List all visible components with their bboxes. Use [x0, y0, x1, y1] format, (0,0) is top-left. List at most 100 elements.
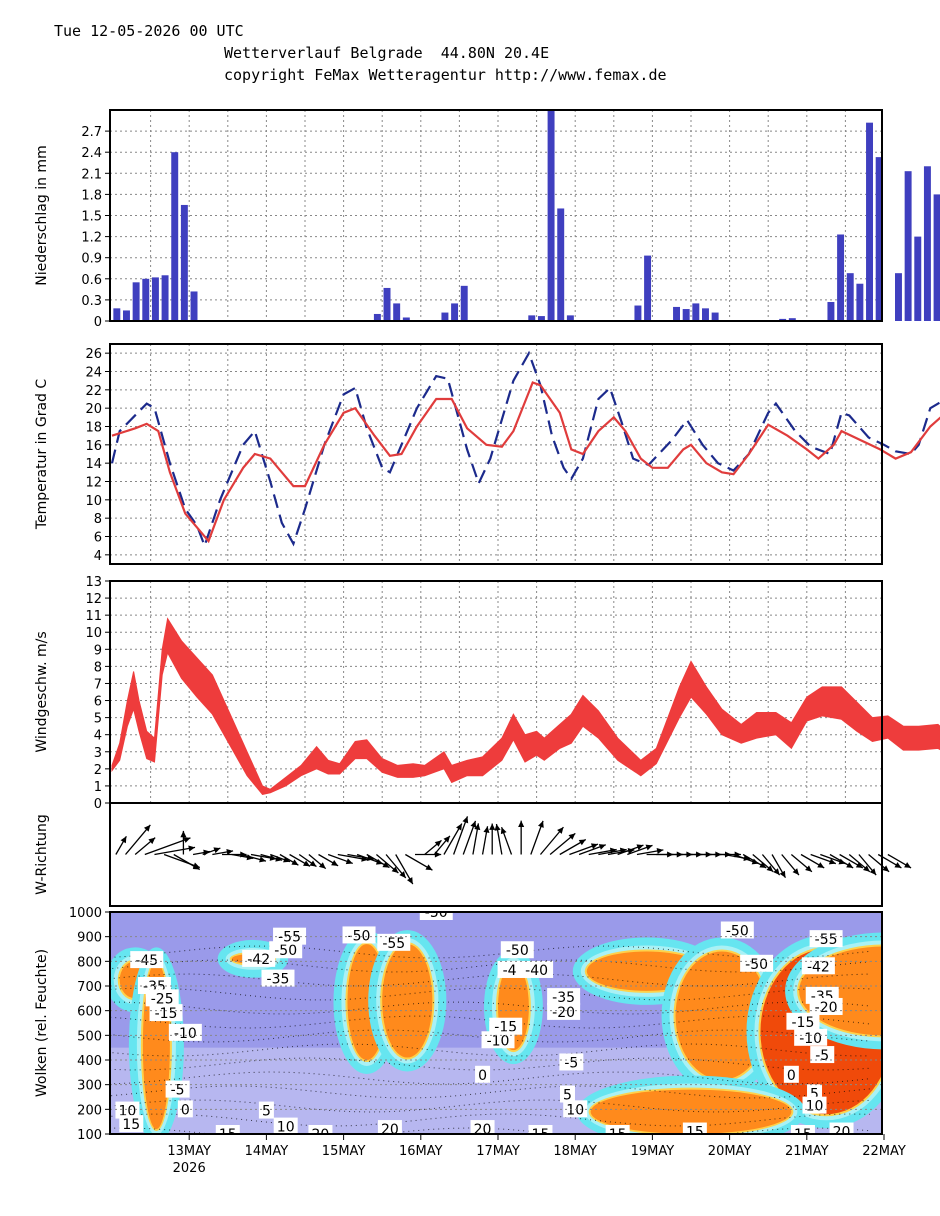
- wind-arrow-head: [759, 862, 767, 868]
- y-tick-label: 14: [85, 457, 102, 472]
- isotherm: [110, 1015, 871, 1029]
- isotherm-label: 10: [277, 1120, 295, 1136]
- isotherm-label: 20: [312, 1127, 330, 1143]
- isotherm-label: 15: [532, 1127, 550, 1143]
- y-tick-label: 20: [85, 402, 102, 417]
- isotherm-label-bg: [790, 1125, 815, 1134]
- isotherm: [110, 945, 871, 959]
- isotherm-label-bg: [475, 1065, 491, 1083]
- isotherm-label: -50: [274, 943, 297, 959]
- x-tick-label: 22MAY: [862, 1144, 906, 1159]
- isotherm-label-bg: [720, 921, 754, 939]
- isotherm-label: -25: [151, 991, 174, 1007]
- isotherm-label-bg: [783, 1065, 799, 1083]
- isotherm-label: 10: [566, 1102, 584, 1118]
- isotherm-label: 0: [787, 1068, 796, 1084]
- wind-arrow: [154, 846, 196, 856]
- x-tick-label: 21MAY: [785, 1144, 829, 1159]
- precip-bar: [393, 303, 401, 321]
- isotherm-label-bg: [740, 954, 774, 972]
- isotherm-label: -4: [503, 963, 517, 979]
- wind-arrow-head: [904, 862, 912, 868]
- y-tick-label: 600: [77, 1005, 102, 1020]
- x-tick-label: 14MAY: [245, 1144, 289, 1159]
- isotherm-label-bg: [342, 926, 376, 944]
- y-tick-label: 700: [77, 980, 102, 995]
- y-tick-label: 16: [85, 439, 102, 454]
- wind-arrow-head: [434, 840, 442, 847]
- isotherm-label: -10: [174, 1026, 197, 1042]
- year-label: 2026: [173, 1161, 206, 1176]
- isotherm-label-bg: [145, 989, 179, 1007]
- isotherm-label: 15: [686, 1125, 704, 1141]
- wind-arrow-head: [391, 866, 399, 873]
- isotherm-label-bg: [419, 912, 453, 920]
- isotherm-label: -5: [564, 1055, 578, 1071]
- panel-frame: [109, 343, 883, 565]
- wind-arrow-head: [598, 844, 606, 850]
- isotherm-label-bg: [528, 1125, 553, 1134]
- wind-arrow-head: [557, 827, 564, 834]
- wind-arrow-head: [443, 835, 450, 843]
- y-tick-label: 1.5: [81, 210, 102, 225]
- isotherm-label: -35: [267, 972, 290, 988]
- y-tick-label: 18: [85, 421, 102, 436]
- isotherm-label: -5: [815, 1048, 829, 1064]
- cloud-field: -45 -42-50-35-55 -50 -55 -50-4 -40-35-20-15-1…: [110, 912, 882, 1143]
- wind-arrow-head: [805, 865, 812, 872]
- wind-arrow-head: [180, 830, 187, 838]
- wind-arrow-head: [766, 865, 774, 872]
- y-tick-label: 0: [94, 797, 102, 812]
- isotherm-label: -35: [552, 990, 575, 1006]
- isotherm-label: -10: [799, 1031, 822, 1047]
- y-tick-label: 13: [85, 575, 102, 590]
- isotherm-label-bg: [520, 960, 554, 978]
- y-tick-label: 1.2: [81, 231, 102, 246]
- precip-bar: [151, 277, 159, 321]
- x-tick-label: 18MAY: [553, 1144, 597, 1159]
- isotherm: [110, 1099, 871, 1113]
- y-tick-label: 1000: [69, 906, 102, 921]
- wind-arrow: [163, 853, 201, 869]
- isotherm-label-bg: [559, 1085, 575, 1103]
- y-axis-label-5: Wolken (rel. Feuchte): [34, 949, 50, 1097]
- wind-arrow-head: [894, 862, 902, 868]
- wind-arrow-head: [456, 823, 462, 831]
- precip-bar: [904, 171, 912, 321]
- wind-arrow-head: [291, 859, 299, 866]
- x-tick-label: 19MAY: [631, 1144, 675, 1159]
- wind-arrow-head: [645, 844, 653, 851]
- isotherm-label-bg: [168, 1023, 202, 1041]
- wind-arrow-head: [331, 860, 339, 866]
- y-tick-label: 8: [94, 660, 102, 675]
- wind-arrow-head: [636, 844, 644, 851]
- x-tick-label: 13MAY: [167, 1144, 211, 1159]
- wind-arrow: [125, 824, 151, 855]
- isotherm-label-bg: [559, 1053, 584, 1071]
- isotherm-label: -20: [552, 1005, 575, 1021]
- isotherm-label-bg: [794, 1028, 828, 1046]
- isotherm-label: 15: [122, 1117, 140, 1133]
- wind-arrow-head: [303, 860, 310, 867]
- wind-arrow-head: [226, 848, 234, 855]
- isotherm-label: 15: [609, 1127, 627, 1143]
- precip-bar: [933, 194, 940, 321]
- y-tick-label: 100: [77, 1128, 102, 1143]
- precip-bar: [528, 315, 536, 321]
- precip-bar: [702, 308, 709, 321]
- wind-arrow-head: [489, 823, 496, 830]
- cloud-region: [590, 1089, 792, 1134]
- isotherm-label-bg: [470, 1120, 495, 1134]
- wind-arrow-head: [183, 837, 191, 843]
- y-tick-label: 24: [85, 366, 102, 381]
- wind-arrow-head: [470, 820, 477, 828]
- isotherm-label-bg: [605, 1125, 630, 1134]
- panel-frame: [109, 802, 883, 907]
- isotherm-label: 5: [262, 1104, 271, 1120]
- date-line: Tue 12-05-2026 00 UTC: [54, 22, 244, 40]
- precip-bar: [402, 317, 410, 321]
- y-tick-label: 0.6: [81, 273, 102, 288]
- temperature-line-solid: [111, 381, 940, 544]
- y-tick-label: 2: [94, 763, 102, 778]
- isotherm-label-bg: [119, 1115, 144, 1133]
